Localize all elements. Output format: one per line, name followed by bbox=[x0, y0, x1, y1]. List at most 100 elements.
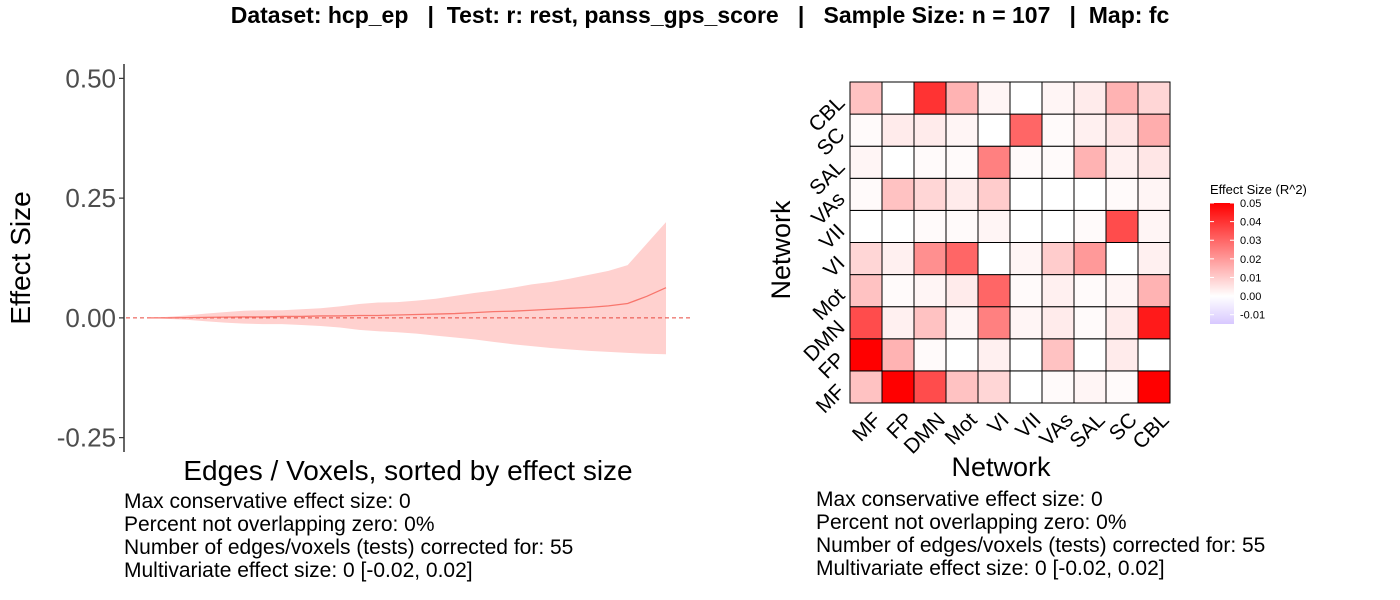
x-tick-label: Mot bbox=[941, 408, 982, 449]
heatmap-cell bbox=[1041, 242, 1075, 276]
heatmap-cell bbox=[1137, 145, 1171, 179]
y-tick-label: VAs bbox=[807, 188, 849, 230]
heatmap-cell bbox=[849, 81, 883, 115]
heatmap-cell bbox=[913, 145, 947, 179]
heatmap-cell bbox=[1041, 145, 1075, 179]
heatmap-cell bbox=[945, 370, 979, 404]
heatmap-cell bbox=[913, 242, 947, 276]
heatmap-cell bbox=[1009, 370, 1043, 404]
y-axis-label: Effect Size bbox=[5, 191, 36, 324]
heatmap-cell bbox=[1105, 338, 1139, 372]
heatmap-cell bbox=[849, 145, 883, 179]
heatmap-cell bbox=[1137, 306, 1171, 340]
heatmap-cell bbox=[1105, 209, 1139, 243]
heatmap-cell bbox=[913, 306, 947, 340]
heatmap-cell bbox=[977, 145, 1011, 179]
heatmap-cell bbox=[977, 209, 1011, 243]
x-axis-label: Network bbox=[951, 452, 1051, 482]
heatmap-cell bbox=[1009, 113, 1043, 147]
heatmap-cell bbox=[1009, 81, 1043, 115]
legend-tick-label: 0.02 bbox=[1240, 254, 1261, 266]
heatmap-cell bbox=[881, 306, 915, 340]
y-axis-label: Network bbox=[766, 200, 796, 300]
x-tick-label: VI bbox=[983, 408, 1013, 438]
heatmap-cell bbox=[1009, 145, 1043, 179]
heatmap-cell bbox=[1137, 81, 1171, 115]
heatmap-cell bbox=[881, 177, 915, 211]
heatmap-cell bbox=[945, 209, 979, 243]
heatmap-cell bbox=[1073, 113, 1107, 147]
heatmap-cell bbox=[881, 338, 915, 372]
y-tick-label: -0.25 bbox=[57, 423, 116, 453]
heatmap-cell bbox=[849, 177, 883, 211]
heatmap-cell bbox=[881, 274, 915, 308]
heatmap-cell bbox=[977, 306, 1011, 340]
figure-title: Dataset: hcp_ep | Test: r: rest, panss_g… bbox=[230, 2, 1170, 28]
legend-tick-label: -0.01 bbox=[1240, 310, 1265, 322]
heatmap-cell bbox=[849, 274, 883, 308]
heatmap-cell bbox=[977, 81, 1011, 115]
heatmap-cell bbox=[913, 370, 947, 404]
heatmap-cell bbox=[1105, 370, 1139, 404]
heatmap-cell bbox=[945, 242, 979, 276]
heatmap-cell bbox=[849, 338, 883, 372]
heatmap-cell bbox=[945, 145, 979, 179]
left-note-percent-overlap: Percent not overlapping zero: 0% bbox=[124, 513, 435, 536]
heatmap-cell bbox=[945, 306, 979, 340]
heatmap-cell bbox=[1009, 274, 1043, 308]
heatmap-cell bbox=[977, 242, 1011, 276]
heatmap-cell bbox=[1041, 306, 1075, 340]
heatmap-cell bbox=[945, 81, 979, 115]
heatmap-cell bbox=[913, 274, 947, 308]
heatmap-cell bbox=[1105, 274, 1139, 308]
y-tick-label: CBL bbox=[804, 91, 849, 136]
heatmap-cell bbox=[1041, 209, 1075, 243]
y-tick-label: Mot bbox=[809, 284, 850, 325]
y-tick-label: VI bbox=[819, 252, 849, 282]
heatmap-cell bbox=[1073, 370, 1107, 404]
heatmap-cell bbox=[849, 306, 883, 340]
heatmap-cell bbox=[1137, 209, 1171, 243]
x-tick-label: MF bbox=[848, 408, 886, 446]
heatmap-cell bbox=[977, 113, 1011, 147]
heatmap-cell bbox=[945, 113, 979, 147]
heatmap-cell bbox=[945, 338, 979, 372]
heatmap-cell bbox=[1105, 177, 1139, 211]
heatmap-cell bbox=[1137, 242, 1171, 276]
heatmap-cell bbox=[881, 145, 915, 179]
heatmap-cell bbox=[1073, 209, 1107, 243]
left-summary-notes: Max conservative effect size: 0 Percent … bbox=[124, 490, 573, 582]
x-axis-label: Edges / Voxels, sorted by effect size bbox=[183, 455, 632, 486]
heatmap-cell bbox=[1105, 113, 1139, 147]
right-note-percent-overlap: Percent not overlapping zero: 0% bbox=[816, 511, 1127, 534]
heatmap-cell bbox=[1105, 81, 1139, 115]
legend-tick-label: 0.05 bbox=[1240, 198, 1261, 210]
heatmap-cell bbox=[1137, 370, 1171, 404]
heatmap-cell bbox=[1041, 113, 1075, 147]
heatmap-cell bbox=[1137, 338, 1171, 372]
heatmap-cell bbox=[881, 113, 915, 147]
y-tick-label: SAL bbox=[805, 156, 849, 200]
heatmap-cell bbox=[881, 209, 915, 243]
heatmap-cell bbox=[881, 370, 915, 404]
x-tick-label: SAL bbox=[1065, 408, 1109, 452]
heatmap-cell bbox=[945, 274, 979, 308]
heatmap-cell bbox=[881, 242, 915, 276]
heatmap-cell bbox=[1041, 274, 1075, 308]
heatmap-cell bbox=[1009, 242, 1043, 276]
heatmap-cell bbox=[1105, 306, 1139, 340]
legend-tick-label: 0.03 bbox=[1240, 235, 1261, 247]
network-heatmap: MFMFFPFPDMNDMNMotMotVIVIVIIVIIVAsVAsSALS… bbox=[766, 81, 1307, 482]
heatmap-cell bbox=[1137, 113, 1171, 147]
heatmap-cell bbox=[849, 242, 883, 276]
heatmap-cell bbox=[977, 338, 1011, 372]
y-tick-label: MF bbox=[812, 380, 850, 418]
legend-tick-label: 0.01 bbox=[1240, 272, 1261, 284]
heatmap-cell bbox=[1041, 338, 1075, 372]
heatmap-cell bbox=[1041, 177, 1075, 211]
heatmap-cell bbox=[1073, 145, 1107, 179]
heatmap-cell bbox=[1009, 177, 1043, 211]
heatmap-cell bbox=[913, 177, 947, 211]
heatmap-cell bbox=[881, 81, 915, 115]
heatmap-cell bbox=[1073, 274, 1107, 308]
